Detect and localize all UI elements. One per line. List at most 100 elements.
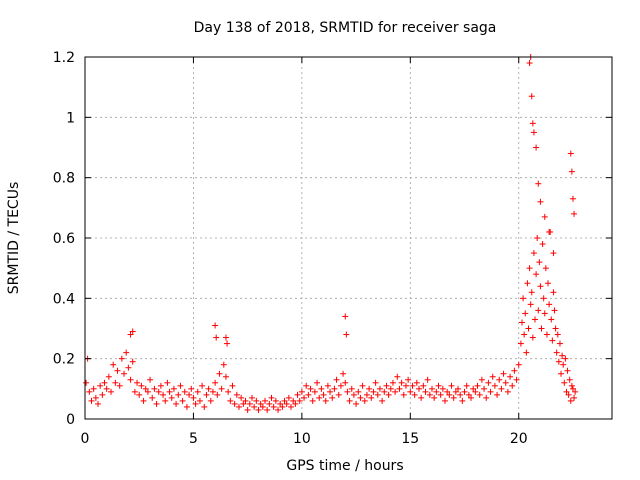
data-point <box>529 334 536 341</box>
data-point <box>569 385 576 392</box>
data-point <box>489 373 496 380</box>
data-point <box>348 385 355 392</box>
data-point <box>311 388 318 395</box>
data-point <box>316 394 323 401</box>
data-point <box>422 388 429 395</box>
data-point <box>138 382 145 389</box>
data-point <box>294 391 301 398</box>
data-point <box>551 307 558 314</box>
data-point <box>552 325 559 332</box>
data-point <box>485 379 492 386</box>
chart-title: Day 138 of 2018, SRMTID for receiver sag… <box>194 20 497 36</box>
data-point <box>160 391 167 398</box>
data-point <box>376 385 383 392</box>
data-point <box>253 397 260 404</box>
data-point <box>524 280 531 287</box>
data-point <box>534 235 541 241</box>
data-point <box>535 180 542 187</box>
data-point <box>448 382 455 389</box>
data-point <box>125 364 132 371</box>
data-point <box>530 129 537 136</box>
data-point <box>342 379 349 386</box>
data-point <box>396 385 403 392</box>
data-point <box>442 397 449 404</box>
data-point <box>248 394 255 401</box>
data-point <box>500 370 507 377</box>
y-tick-labels: 0 0.2 0.4 0.6 0.8 1 1.2 <box>53 50 75 428</box>
data-point <box>455 385 462 392</box>
data-point <box>337 382 344 389</box>
data-point <box>307 385 314 392</box>
data-point <box>548 316 555 323</box>
data-point <box>177 382 184 389</box>
data-point <box>110 361 117 368</box>
data-point <box>491 382 498 389</box>
data-point <box>539 241 546 248</box>
data-point <box>502 379 509 386</box>
data-point <box>264 406 271 413</box>
data-point <box>424 376 431 383</box>
data-point <box>383 382 390 389</box>
data-point <box>518 319 525 326</box>
data-point <box>194 388 201 395</box>
data-point <box>504 388 511 395</box>
data-point <box>303 382 310 389</box>
data-point <box>231 400 238 407</box>
data-point <box>242 397 249 404</box>
data-point <box>389 379 396 386</box>
data-point <box>224 340 231 347</box>
data-point <box>459 397 466 404</box>
data-point <box>188 385 195 392</box>
data-point <box>131 388 138 395</box>
data-point <box>483 394 490 401</box>
data-point <box>129 328 136 335</box>
data-point <box>179 397 186 404</box>
data-point <box>572 388 579 395</box>
data-point <box>127 376 134 383</box>
data-point <box>511 367 518 374</box>
data-point <box>366 385 373 392</box>
data-point <box>368 394 375 401</box>
data-point <box>517 340 524 347</box>
data-point <box>379 397 386 404</box>
data-point <box>538 325 545 332</box>
data-point <box>227 397 234 404</box>
data-point <box>116 382 123 389</box>
data-point <box>363 391 370 398</box>
x-tick-label: 20 <box>510 431 528 447</box>
data-point <box>405 376 412 383</box>
y-tick-label: 0.2 <box>53 352 75 368</box>
data-point <box>541 213 548 220</box>
data-point <box>398 379 405 386</box>
data-point <box>550 250 557 257</box>
data-point <box>216 370 223 377</box>
data-point <box>400 391 407 398</box>
data-point <box>355 388 362 395</box>
data-point <box>545 280 552 287</box>
data-point <box>95 400 102 407</box>
data-point <box>481 385 488 392</box>
data-point <box>561 379 568 386</box>
data-point <box>568 382 575 389</box>
data-point <box>170 385 177 392</box>
data-point <box>533 144 540 151</box>
grid-lines <box>85 57 612 419</box>
data-point <box>374 391 381 398</box>
data-point <box>88 397 95 404</box>
data-point <box>301 394 308 401</box>
data-point <box>262 397 269 404</box>
data-point <box>540 295 547 302</box>
data-point <box>173 400 180 407</box>
data-point <box>318 385 325 392</box>
data-point <box>543 331 550 338</box>
data-point <box>564 367 571 374</box>
data-point <box>521 331 528 338</box>
data-point <box>487 388 494 395</box>
x-tick-label: 5 <box>189 431 198 447</box>
data-point <box>99 391 106 398</box>
data-point <box>201 403 208 410</box>
data-point <box>214 391 221 398</box>
data-point <box>155 388 162 395</box>
data-point <box>144 388 151 395</box>
data-point <box>222 373 229 380</box>
